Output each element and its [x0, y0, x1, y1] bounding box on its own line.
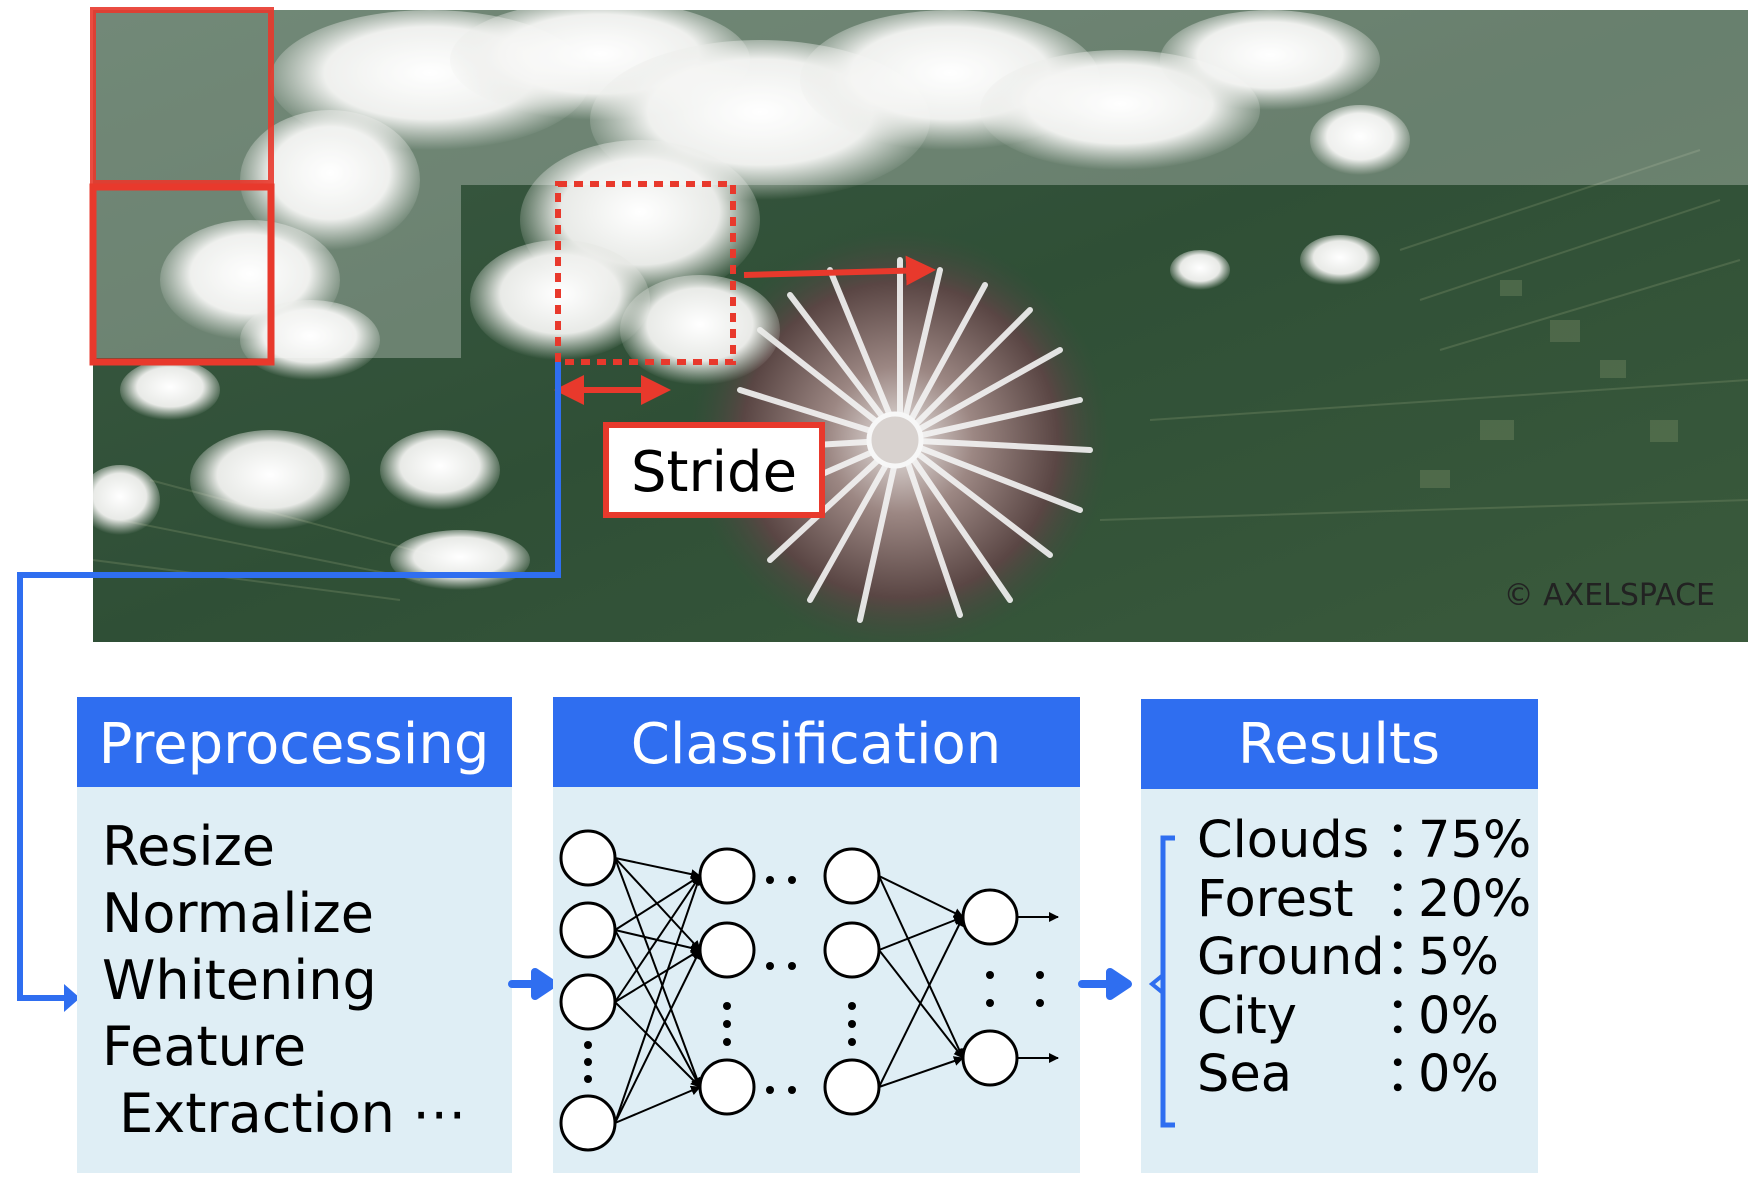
nn-connection [878, 916, 964, 1088]
stride-label: Stride [631, 440, 797, 505]
nn-connection [614, 875, 702, 1124]
classification-header [553, 697, 1080, 787]
result-label: Ground [1197, 928, 1385, 987]
window-frame-1 [90, 7, 274, 186]
ellipsis-dot [723, 1020, 731, 1028]
preprocessing-item: Resize [102, 815, 275, 878]
result-label: Sea [1197, 1045, 1292, 1104]
result-label: Clouds [1197, 811, 1369, 870]
ellipsis-dot [766, 1086, 774, 1094]
ellipsis-dot [766, 962, 774, 970]
image-credit: © AXELSPACE [1504, 578, 1715, 613]
results-bracket-point [1148, 973, 1165, 995]
nn-node [698, 921, 756, 979]
ellipsis-dot [986, 999, 994, 1007]
ellipsis-dot [723, 1038, 731, 1046]
nn-connection [614, 857, 701, 880]
nn-connection [614, 929, 701, 1088]
nn-node [961, 888, 1019, 946]
result-label: City [1197, 987, 1297, 1046]
results-panel: Results Clouds ：75%Forest ：20%Ground ：5%Cit… [1141, 699, 1538, 1173]
ellipsis-dot [788, 1086, 796, 1094]
nn-node [559, 829, 617, 887]
nn-connection [614, 1085, 701, 1124]
nn-connection [614, 949, 701, 1003]
ellipsis-dot [584, 1041, 592, 1049]
nn-connection [878, 875, 964, 918]
clouds [93, 10, 1410, 590]
nn-node [559, 973, 617, 1031]
result-label: Forest [1197, 870, 1354, 929]
nn-connection [878, 875, 964, 1059]
result-separator: ： [1385, 987, 1436, 1046]
nn-connection [614, 1001, 701, 1088]
preprocessing-item: Feature [102, 1015, 306, 1078]
window-frame-2 [89, 183, 275, 366]
nn-node [559, 1094, 617, 1152]
ellipsis-dot [766, 876, 774, 884]
ellipsis-dot [848, 1038, 856, 1046]
arrow-to-classification [508, 968, 557, 1000]
classification-title: Classification [631, 712, 1002, 777]
scanned-window-overlay [93, 185, 461, 358]
result-separator: ： [1385, 811, 1436, 870]
results-bracket [1160, 835, 1175, 1128]
ellipsis-dot [986, 971, 994, 979]
result-value: 5% [1418, 928, 1499, 987]
results-title: Results [1238, 712, 1440, 777]
nn-connection [614, 857, 702, 1088]
results-list: Clouds ：75%Forest ：20%Ground ：5%City ：0%Sea：… [1197, 811, 1531, 1104]
nn-connection [614, 949, 701, 1124]
nn-node [559, 901, 617, 959]
stride-label-box: Stride [603, 422, 825, 518]
result-value: 75% [1418, 811, 1531, 870]
result-value: 0% [1418, 987, 1499, 1046]
ellipsis-dot [848, 1020, 856, 1028]
preprocessing-item: Extraction ⋯ [102, 1082, 466, 1145]
result-value: 20% [1418, 870, 1531, 929]
nn-connection [878, 915, 964, 951]
nn-node [698, 1058, 756, 1116]
nn-connection [614, 875, 701, 1003]
preprocessing-title: Preprocessing [99, 712, 490, 777]
result-separator: ： [1385, 928, 1436, 987]
scanned-row-overlay [93, 10, 1748, 185]
slide-arrow [743, 255, 936, 286]
preprocessing-panel: Preprocessing Resize Normalize Whitening… [77, 697, 512, 1173]
ellipsis-dot [584, 1058, 592, 1066]
nn-node [823, 921, 881, 979]
ellipsis-dot [848, 1002, 856, 1010]
ellipsis-dot [1036, 999, 1044, 1007]
current-window-frame [555, 181, 736, 365]
preprocessing-item: Normalize [102, 882, 374, 945]
ellipsis-dot [788, 876, 796, 884]
ellipsis-dot [788, 962, 796, 970]
nn-connection [878, 1056, 964, 1088]
results-header [1141, 699, 1538, 789]
nn-node [961, 1029, 1019, 1087]
result-separator: ： [1385, 870, 1436, 929]
preprocessing-header [77, 697, 512, 787]
ellipsis-dot [584, 1075, 592, 1083]
mountain [690, 230, 1110, 642]
nn-connection [614, 875, 701, 931]
result-separator: ： [1385, 1045, 1436, 1104]
nn-node [698, 847, 756, 905]
flow-connector-arrowhead [64, 984, 80, 1012]
nn-node [823, 847, 881, 905]
nn-node [823, 1058, 881, 1116]
ellipsis-dot [1036, 971, 1044, 979]
ellipsis-dot [723, 1002, 731, 1010]
classification-panel: Classification [553, 697, 1080, 1173]
result-value: 0% [1418, 1045, 1499, 1104]
neural-network-diagram [559, 829, 1059, 1152]
preprocessing-item: Whitening [102, 949, 377, 1012]
flow-connector [17, 362, 561, 1001]
satellite-image [93, 10, 1748, 642]
arrow-to-results [1078, 968, 1132, 1000]
